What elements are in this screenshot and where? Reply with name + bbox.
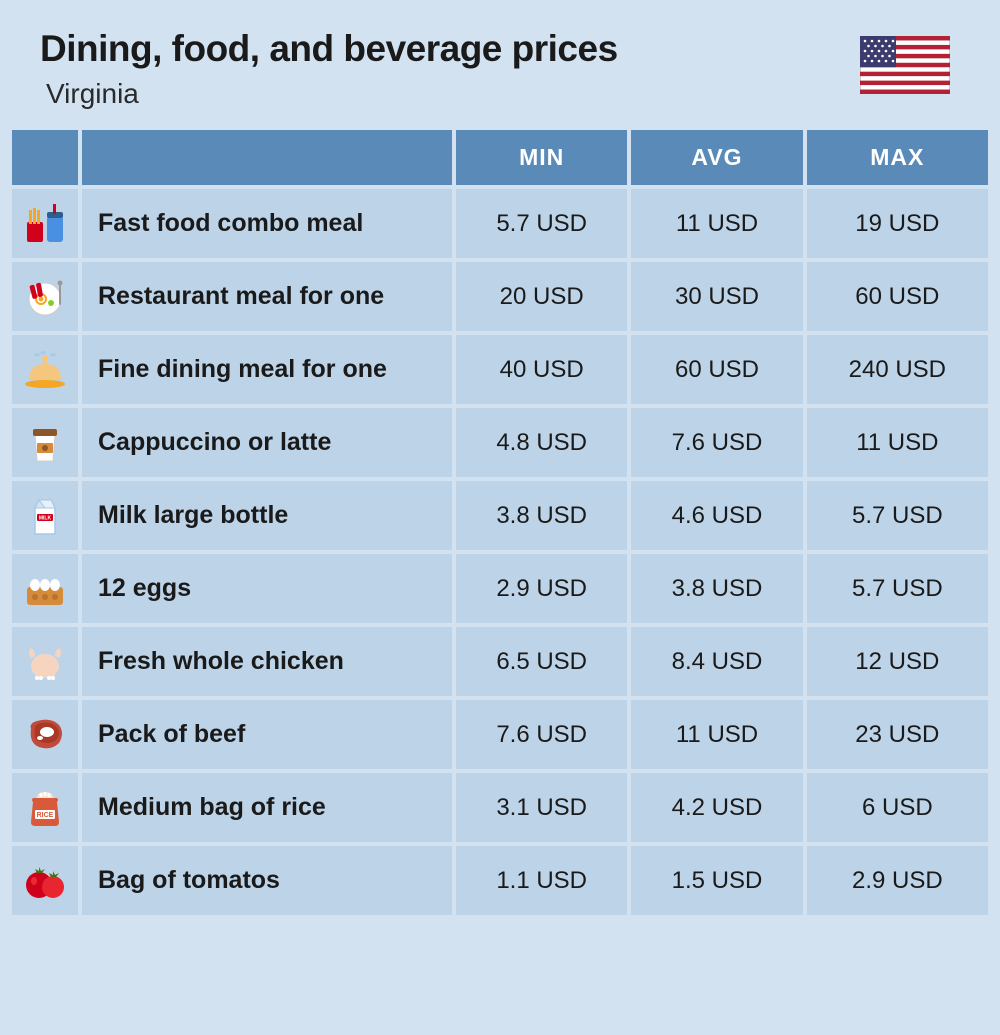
row-avg: 11 USD [631,189,802,258]
row-label: Fast food combo meal [82,189,452,258]
row-max: 11 USD [807,408,988,477]
row-max: 6 USD [807,773,988,842]
row-label: Fine dining meal for one [82,335,452,404]
row-max: 2.9 USD [807,846,988,915]
page-title: Dining, food, and beverage prices [40,28,860,70]
svg-text:RICE: RICE [37,812,54,819]
row-min: 40 USD [456,335,627,404]
row-avg: 4.2 USD [631,773,802,842]
row-avg: 60 USD [631,335,802,404]
milk-icon: MILK [12,481,78,550]
row-max: 12 USD [807,627,988,696]
eggs-icon [12,554,78,623]
table-row: MILK Milk large bottle 3.8 USD 4.6 USD 5… [12,481,988,550]
row-min: 3.8 USD [456,481,627,550]
table-row: RICE Medium bag of rice 3.1 USD 4.2 USD … [12,773,988,842]
row-max: 5.7 USD [807,481,988,550]
table-header-row: MIN AVG MAX [12,130,988,185]
row-label: Bag of tomatos [82,846,452,915]
row-min: 2.9 USD [456,554,627,623]
row-min: 6.5 USD [456,627,627,696]
row-max: 23 USD [807,700,988,769]
header: Dining, food, and beverage prices Virgin… [0,0,1000,126]
table-row: Fine dining meal for one 40 USD 60 USD 2… [12,335,988,404]
col-header-label [82,130,452,185]
page-subtitle: Virginia [46,78,860,110]
row-label: Cappuccino or latte [82,408,452,477]
row-min: 3.1 USD [456,773,627,842]
table-row: Pack of beef 7.6 USD 11 USD 23 USD [12,700,988,769]
table-row: Cappuccino or latte 4.8 USD 7.6 USD 11 U… [12,408,988,477]
row-min: 7.6 USD [456,700,627,769]
row-avg: 7.6 USD [631,408,802,477]
table-row: Restaurant meal for one 20 USD 30 USD 60… [12,262,988,331]
table-row: 12 eggs 2.9 USD 3.8 USD 5.7 USD [12,554,988,623]
price-table: MIN AVG MAX Fast food combo meal 5.7 USD… [8,126,992,919]
table-row: Bag of tomatos 1.1 USD 1.5 USD 2.9 USD [12,846,988,915]
table-row: Fast food combo meal 5.7 USD 11 USD 19 U… [12,189,988,258]
us-flag-icon [860,36,950,94]
restaurant-icon [12,262,78,331]
row-label: 12 eggs [82,554,452,623]
col-header-avg: AVG [631,130,802,185]
row-max: 19 USD [807,189,988,258]
row-label: Medium bag of rice [82,773,452,842]
row-min: 20 USD [456,262,627,331]
row-min: 4.8 USD [456,408,627,477]
row-max: 240 USD [807,335,988,404]
fast-food-icon [12,189,78,258]
col-header-max: MAX [807,130,988,185]
row-avg: 4.6 USD [631,481,802,550]
row-avg: 1.5 USD [631,846,802,915]
row-max: 5.7 USD [807,554,988,623]
chicken-icon [12,627,78,696]
row-avg: 8.4 USD [631,627,802,696]
fine-dining-icon [12,335,78,404]
table-row: Fresh whole chicken 6.5 USD 8.4 USD 12 U… [12,627,988,696]
rice-icon: RICE [12,773,78,842]
row-avg: 11 USD [631,700,802,769]
row-avg: 30 USD [631,262,802,331]
coffee-icon [12,408,78,477]
tomato-icon [12,846,78,915]
row-label: Fresh whole chicken [82,627,452,696]
row-avg: 3.8 USD [631,554,802,623]
row-label: Milk large bottle [82,481,452,550]
row-min: 1.1 USD [456,846,627,915]
row-label: Restaurant meal for one [82,262,452,331]
col-header-min: MIN [456,130,627,185]
col-header-icon [12,130,78,185]
row-max: 60 USD [807,262,988,331]
row-label: Pack of beef [82,700,452,769]
beef-icon [12,700,78,769]
row-min: 5.7 USD [456,189,627,258]
svg-text:MILK: MILK [39,515,52,521]
